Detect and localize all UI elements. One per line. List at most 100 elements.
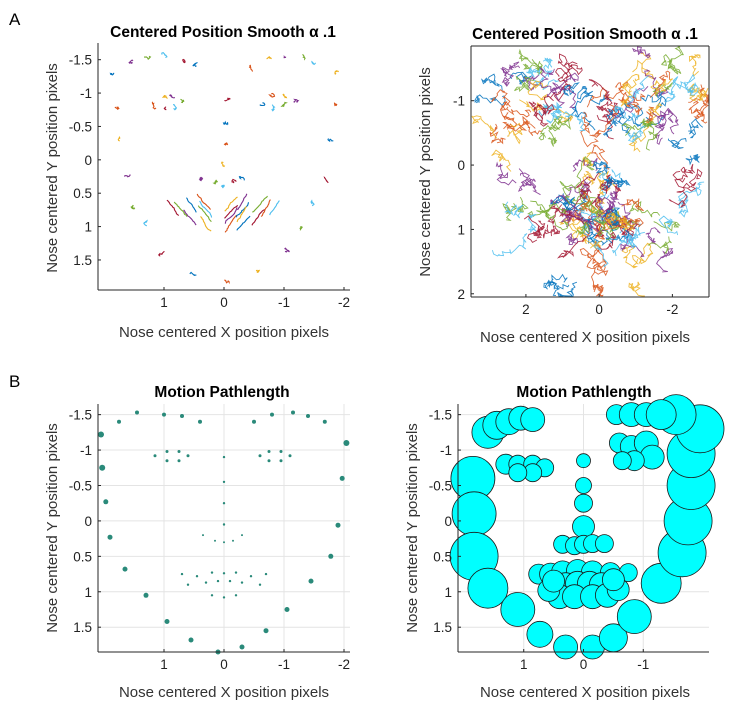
data-point	[214, 539, 216, 542]
trajectory-line	[224, 97, 231, 102]
data-point	[616, 599, 652, 634]
trajectory-line	[183, 209, 197, 226]
x-tick-label: 1	[160, 657, 168, 672]
data-point	[222, 455, 226, 459]
trajectory-line	[631, 93, 646, 116]
trajectory-line	[685, 153, 700, 166]
trajectory-line	[517, 196, 529, 213]
trajectory-line	[588, 200, 615, 230]
x-tick-label: 0	[580, 657, 588, 672]
trajectory-line	[603, 179, 631, 189]
data-point	[258, 454, 262, 458]
trajectory-line	[220, 161, 226, 168]
trajectory-line	[538, 103, 562, 124]
trajectory-line	[631, 46, 651, 59]
trajectory-line	[299, 226, 303, 231]
trajectory-line	[663, 76, 679, 102]
trajectory-line	[517, 178, 541, 196]
trajectory-line	[543, 279, 570, 290]
trajectory-line	[555, 53, 573, 77]
data-point	[288, 454, 292, 458]
data-point	[263, 628, 269, 634]
trajectory-line	[282, 93, 288, 99]
trajectory-line	[522, 115, 542, 136]
trajectory-line	[602, 114, 619, 137]
trajectory-line	[284, 247, 290, 253]
data-point	[553, 634, 578, 660]
data-point	[188, 637, 194, 643]
trajectory-line	[598, 210, 614, 227]
trajectory-line	[547, 122, 560, 147]
data-point	[508, 463, 528, 483]
data-point	[165, 450, 169, 453]
trajectory-line	[667, 46, 684, 70]
data-point	[279, 459, 283, 463]
trajectory-line	[556, 234, 590, 259]
trajectory-line	[502, 115, 518, 131]
trajectory-line	[302, 54, 306, 61]
trajectory-line	[192, 61, 198, 67]
trajectory-line	[663, 107, 679, 135]
trajectory-line	[628, 281, 645, 297]
trajectory-line	[123, 174, 131, 178]
trajectory-line	[474, 94, 506, 107]
data-point	[339, 475, 345, 481]
data-point	[612, 451, 632, 471]
x-tick-label: -2	[338, 295, 350, 310]
trajectory-line	[182, 58, 186, 64]
y-tick-label: -1	[440, 443, 452, 458]
trajectory-line	[576, 156, 595, 189]
trajectory-line	[220, 184, 225, 189]
y-tick-label: 1.5	[433, 620, 452, 635]
trajectory-line	[185, 197, 197, 213]
y-axis-label: Nose centered Y position pixels	[404, 423, 421, 633]
trajectory-line	[144, 55, 152, 60]
trajectory-line	[143, 219, 148, 227]
trajectory-line	[310, 199, 315, 207]
x-tick-label: 0	[220, 295, 228, 310]
trajectory-line	[605, 210, 619, 225]
trajectory-line	[656, 248, 674, 273]
data-point	[343, 440, 350, 446]
trajectory-line	[168, 94, 176, 99]
x-tick-label: 2	[522, 302, 530, 317]
trajectory-line	[198, 176, 204, 182]
trajectory-line	[526, 67, 542, 78]
data-point	[177, 459, 181, 463]
trajectory-line	[579, 247, 607, 273]
data-point	[222, 502, 226, 505]
y-axis-label: Nose centered Y position pixels	[44, 423, 61, 633]
data-point	[222, 480, 226, 484]
chart-panel-a-right: Centered Position Smooth α .1 2 0 -2-1012 …	[417, 26, 710, 346]
data-point	[122, 566, 128, 572]
trajectory-line	[151, 101, 157, 110]
trajectory-line	[533, 70, 560, 91]
trajectory-line	[572, 210, 607, 234]
trajectory-line	[580, 111, 599, 148]
trajectory-line	[647, 236, 672, 254]
trajectory-line	[565, 232, 579, 245]
trajectory-line	[501, 101, 532, 118]
trajectory-line	[268, 92, 276, 98]
trajectory-line	[651, 110, 666, 129]
trajectory-line	[236, 215, 251, 231]
data-point	[210, 594, 214, 597]
trajectory-line	[161, 51, 168, 58]
data-point	[165, 459, 169, 463]
trajectory-line	[575, 172, 600, 200]
trajectory-line	[597, 221, 612, 240]
data-point	[451, 491, 497, 537]
data-point	[645, 399, 677, 431]
trajectory-line	[161, 94, 168, 99]
trajectory-line	[200, 216, 212, 232]
trajectory-line	[658, 215, 679, 236]
trajectory-line	[688, 117, 704, 139]
data-point	[228, 579, 232, 583]
trajectory-line	[542, 224, 561, 239]
trajectory-line	[588, 79, 613, 107]
data-point	[135, 410, 139, 415]
trajectory-line	[502, 119, 529, 132]
trajectory-line	[255, 269, 261, 273]
data-point	[234, 571, 238, 574]
